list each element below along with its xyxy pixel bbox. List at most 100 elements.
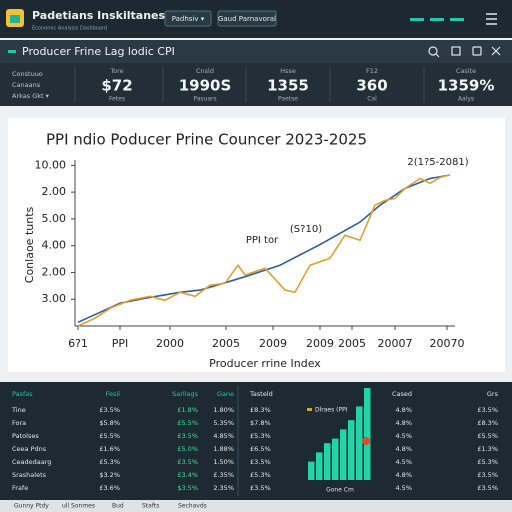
table-panel [0,382,512,500]
tables: Pasfas Fesil Sarllags Gane Tine £3.5% £1.8% 1.8… [11,388,499,494]
footer-tab[interactable]: Bud [112,503,124,510]
annotation: (S?10) [290,224,322,235]
table-cell: 4.8% [395,445,412,453]
table-cell: 4.5% [395,432,412,440]
table-cell: 1.50% [213,458,234,466]
footer-tab[interactable]: Stafts [142,503,159,510]
kpi-value: 360 [356,77,387,95]
footer-tab[interactable]: Gunny Ptdy [14,503,49,510]
bar [308,461,315,480]
logo-subtext: Economic Analysis Dashboard [32,26,107,32]
kpi-sub: Pasuars [193,96,216,103]
table-cell: £1.8% [177,406,198,414]
table-cell: £3.5% [477,484,498,492]
button[interactable] [217,10,277,27]
x-axis-label: Producer rrine Index [209,357,321,370]
filter-text: Constuuo [12,70,43,78]
table-cell: $5.8% [99,419,120,427]
table-cell: 4.8% [395,471,412,479]
table-cell: £6.5% [250,445,271,453]
table-cell: £3.5% [477,406,498,414]
bar [340,429,347,480]
kpi-sub: Fetes [109,96,125,103]
table-cell: £3.5% [177,458,198,466]
table-cell: £3.5% [477,471,498,479]
table-header: Grs [487,390,499,398]
table-cell: 4.8% [395,406,412,414]
table-cell: 4.5% [395,458,412,466]
table-cell: 4.85% [213,432,234,440]
table-cell: £5.5% [477,432,498,440]
table-header: Cased [392,390,412,398]
table-cell: $3.5% [177,484,198,492]
footer [0,500,512,512]
bar [324,443,331,480]
table-header: Gane [217,390,234,398]
kpi-label: Cnsld [196,67,214,75]
button[interactable] [164,10,212,27]
table-cell: $3.2% [99,471,120,479]
chart-title: PPI ndio Poducer Prine Councer 2023-2025 [46,131,367,149]
table-cell: Tine [11,406,26,414]
table-cell: £5.5% [99,432,120,440]
kpi-value: 1359% [438,77,495,95]
table-cell: £3.5% [99,406,120,414]
chart-panel [8,118,505,372]
table-cell: $7.8% [250,419,271,427]
kpi-label: Casite [456,67,476,75]
y-tick-label: 3.00 [42,292,67,305]
filter-text[interactable]: Arkas Gkt ▾ [12,92,50,100]
annotation: PPI tor [246,235,279,246]
highlight-dot [362,437,370,445]
table-cell: 1.88% [213,445,234,453]
table-cell: Frafe [12,484,28,492]
kpi-value: $72 [101,77,132,95]
table-cell: 1.80% [213,406,234,414]
kpi-sub: Paetse [278,96,298,103]
y-tick-label: 4.00 [42,239,67,252]
footer-tab[interactable]: ull Sonmes [62,503,95,510]
table-cell: £5.5% [177,419,198,427]
y-axis-label: Conlaoe tunts [23,206,36,283]
y-tick-label: 2.00 [42,185,67,198]
table-cell: Ceadedaarg [12,458,51,466]
x-tick-label: 2005 [212,337,240,350]
logo-text: Padetians Inskiltanes [32,9,165,22]
bar [332,438,339,480]
filter-text: Canaans [12,81,41,89]
table-cell: 5.35% [213,419,234,427]
y-tick-label: 2.00 [42,265,67,278]
bar [364,388,371,480]
line-series [77,174,451,327]
kpi-row [0,63,512,106]
kpi-sub: Cal [367,96,377,103]
table-header: Tasteld [249,390,273,398]
table-cell: £3.5% [250,484,271,492]
button-label[interactable]: Padhsiv ▾ [172,15,205,23]
table-cell: Fora [12,419,26,427]
x-tick-label: 20070 [430,337,465,350]
line-series [77,174,451,324]
kpi-sub: Aalys [458,96,474,103]
table-cell: 4.5% [395,484,412,492]
table-cell: £3.4% [177,471,198,479]
table-cell: £1.6% [99,445,120,453]
header-icons[interactable] [428,46,501,58]
menu-icon[interactable] [486,13,497,25]
status-dashes [410,18,464,21]
bar [316,452,323,480]
footer-tab[interactable]: Sechavds [178,503,207,510]
table-cell: £8.3% [477,419,498,427]
x-tick-label: 2009 [306,337,334,350]
table-cell: £5.3% [99,458,120,466]
button-label[interactable]: Gaud Parnavoral [218,15,276,23]
table-cell: £.35% [213,471,234,479]
kpi-label: F12 [366,67,378,75]
logo-icon-inner [10,15,20,23]
table-cell: £3.5% [177,432,198,440]
table-cell: £3.5% [250,458,271,466]
x-tick-label: 2005 [338,337,366,350]
header-bar [0,40,512,63]
